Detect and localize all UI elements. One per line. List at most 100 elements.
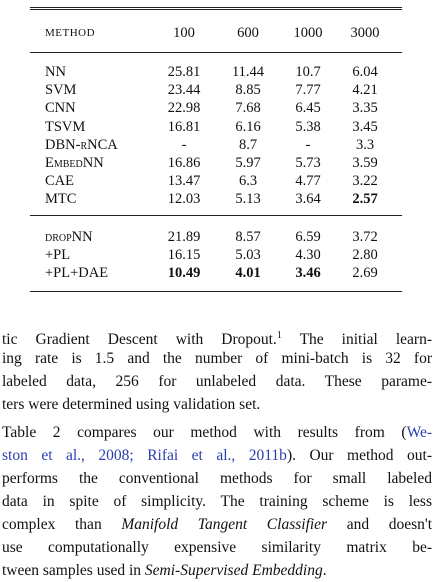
value-cell: 3.64 [295, 191, 321, 208]
value-cell: 3.46 [295, 265, 321, 282]
method-cell: EmbedNN [45, 155, 104, 171]
value-cell: 23.44 [167, 82, 201, 99]
text-line: performs the conventional methods for sm… [2, 470, 432, 487]
value-cell: 4.30 [295, 247, 321, 264]
value-cell: 5.03 [235, 247, 261, 264]
table-row: +PL+DAE 10.49 4.01 3.46 2.69 [30, 264, 402, 282]
value-cell: 2.57 [352, 191, 378, 208]
value-cell: 4.01 [235, 265, 261, 282]
text-line: ters were determined using validation se… [2, 396, 261, 413]
bottom-rule [30, 291, 402, 292]
text-line: tween samples used in Semi-Supervised Em… [2, 560, 432, 582]
value-cell: 2.69 [352, 265, 378, 282]
value-cell: 3.3 [355, 136, 375, 153]
text: tic Gradient Descent with Dropout. [2, 331, 277, 349]
value-cell: 8.85 [235, 82, 261, 99]
value-cell: 3.35 [352, 100, 378, 117]
header-cell: 600 [237, 25, 259, 41]
footnote-mark: 1 [276, 330, 282, 341]
value-cell: 22.98 [167, 100, 201, 117]
value-cell: 13.47 [167, 173, 201, 190]
header-cell: METHOD [45, 27, 96, 39]
text: The initial learn- [299, 331, 432, 349]
text: ). Our method out- [286, 447, 432, 464]
text: tween samples used in [2, 562, 145, 579]
value-cell: 8.57 [235, 229, 261, 245]
table-row: MTC 12.03 5.13 3.64 2.57 [30, 190, 402, 208]
method-cell: DBN-rNCA [45, 136, 118, 153]
top-rule [30, 7, 402, 8]
value-cell: 7.68 [235, 100, 261, 117]
method-cell: MTC [45, 191, 77, 208]
text-line: Table 2 compares our method with results… [2, 422, 432, 444]
value-cell: 12.03 [167, 191, 201, 208]
value-cell: 25.81 [167, 64, 201, 80]
method-cell: CNN [45, 100, 76, 117]
value-cell: 11.44 [231, 64, 265, 80]
value-cell: 10.7 [295, 64, 321, 80]
text-line: ston et al., 2008; Rifai et al., 2011b).… [2, 445, 432, 467]
value-cell: 8.7 [238, 136, 258, 153]
value-cell: 5.13 [235, 191, 261, 208]
value-cell: 5.38 [295, 118, 321, 135]
text-line: tic Gradient Descent with Dropout.1 The … [2, 325, 432, 349]
method-cell: TSVM [45, 118, 86, 135]
method-cell: CAE [45, 173, 74, 190]
value-cell: 6.59 [295, 229, 321, 245]
method-cell: +PL [45, 247, 71, 264]
method-cell: +PL+DAE [45, 265, 109, 282]
value-cell: 16.15 [167, 247, 201, 264]
header-cell: 1000 [293, 25, 323, 41]
table-row: CNN 22.98 7.68 6.45 3.35 [30, 99, 402, 117]
table-row: SVM 23.44 8.85 7.77 4.21 [30, 81, 402, 99]
header-row: METHOD 100 600 1000 3000 [30, 24, 402, 42]
text: Table 2 compares our method with results… [2, 424, 407, 441]
value-cell: 5.73 [295, 155, 321, 171]
value-cell: 21.89 [167, 229, 201, 245]
value-cell: 2.80 [352, 247, 378, 264]
value-cell: - [305, 136, 311, 153]
table-row: EmbedNN 16.86 5.97 5.73 3.59 [30, 154, 402, 172]
value-cell: 6.3 [238, 173, 258, 190]
value-cell: 6.45 [295, 100, 321, 117]
table-row: DBN-rNCA - 8.7 - 3.3 [30, 136, 402, 154]
table-row: NN 25.81 11.44 10.7 6.04 [30, 63, 402, 81]
method-cell: SVM [45, 82, 77, 99]
text-line: use computationally expensive similarity… [2, 539, 432, 556]
value-cell: 4.21 [352, 82, 378, 99]
top-rule [30, 9, 402, 10]
value-cell: 5.97 [235, 155, 261, 171]
header-cell: 100 [173, 25, 195, 41]
mid-rule [30, 52, 402, 53]
table-row: TSVM 16.81 6.16 5.38 3.45 [30, 118, 402, 136]
text-line: data in spite of simplicity. The trainin… [2, 493, 432, 510]
table-row: CAE 13.47 6.3 4.77 3.22 [30, 172, 402, 190]
emphasis: Manifold Tangent Classifier [121, 516, 328, 533]
value-cell: 16.86 [167, 155, 201, 171]
table-row: dropNN 21.89 8.57 6.59 3.72 [30, 228, 402, 246]
citation[interactable]: ston et al., 2008; Rifai et al., 2011b [2, 447, 287, 464]
value-cell: 3.72 [352, 229, 378, 245]
header-cell: 3000 [350, 25, 380, 41]
table-row: +PL 16.15 5.03 4.30 2.80 [30, 246, 402, 264]
text: complex than [2, 516, 122, 533]
value-cell: 16.81 [167, 118, 201, 135]
value-cell: - [181, 136, 187, 153]
method-cell: dropNN [45, 229, 93, 245]
mid-rule [30, 215, 402, 216]
text-line: labeled data, 256 for unlabeled data. Th… [2, 373, 432, 390]
value-cell: 3.59 [352, 155, 378, 171]
text: . [322, 562, 327, 579]
citation[interactable]: We- [406, 424, 432, 441]
method-cell: NN [45, 64, 66, 80]
emphasis: Semi-Supervised Embedding [144, 562, 323, 579]
value-cell: 3.22 [352, 173, 378, 190]
value-cell: 3.45 [352, 118, 378, 135]
value-cell: 10.49 [167, 265, 201, 282]
value-cell: 7.77 [295, 82, 321, 99]
value-cell: 6.04 [352, 64, 378, 80]
value-cell: 4.77 [295, 173, 321, 190]
text: and doesn't [327, 516, 432, 533]
value-cell: 6.16 [235, 118, 261, 135]
